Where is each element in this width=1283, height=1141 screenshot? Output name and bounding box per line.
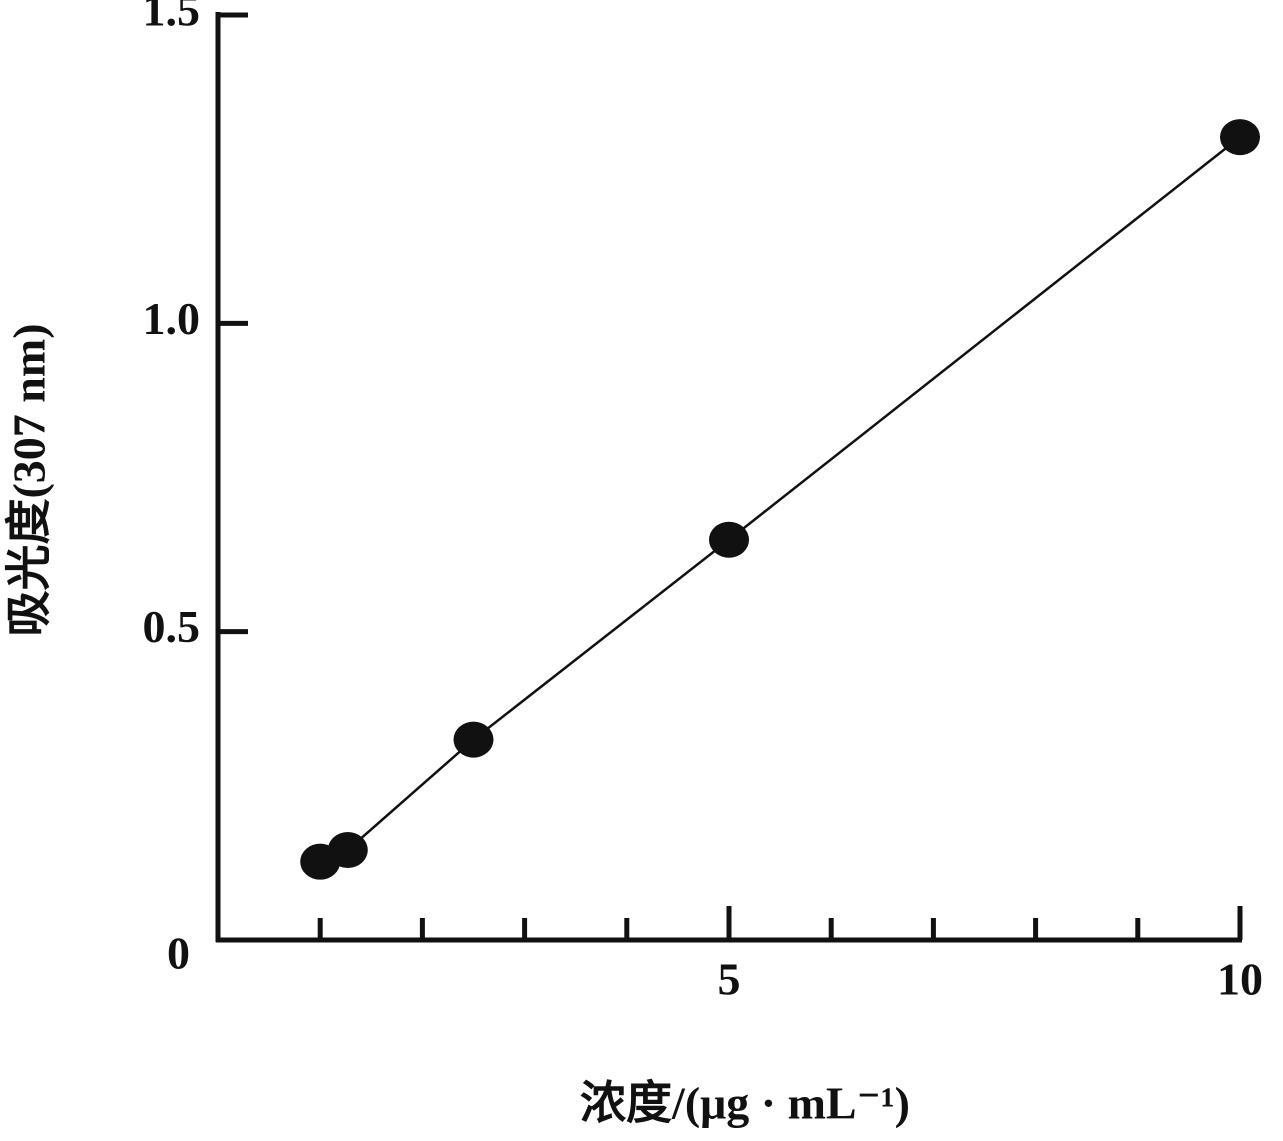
y-tick-label: 1.5 — [143, 0, 201, 36]
data-point — [1220, 119, 1260, 156]
x-tick-label: 5 — [718, 954, 741, 1005]
y-tick-label: 0.5 — [143, 601, 201, 652]
y-axis-label: 吸光度(307 nm) — [4, 323, 55, 636]
x-axis-label: 浓度/(μg · mL⁻¹) — [580, 1078, 910, 1129]
y-tick-label: 1.0 — [143, 293, 201, 344]
data-line — [319, 136, 1241, 863]
y-tick-label: 0 — [167, 928, 190, 979]
x-tick-label: 10 — [1217, 954, 1263, 1005]
data-point — [709, 521, 749, 558]
data-point — [327, 831, 368, 868]
data-point — [453, 721, 494, 758]
